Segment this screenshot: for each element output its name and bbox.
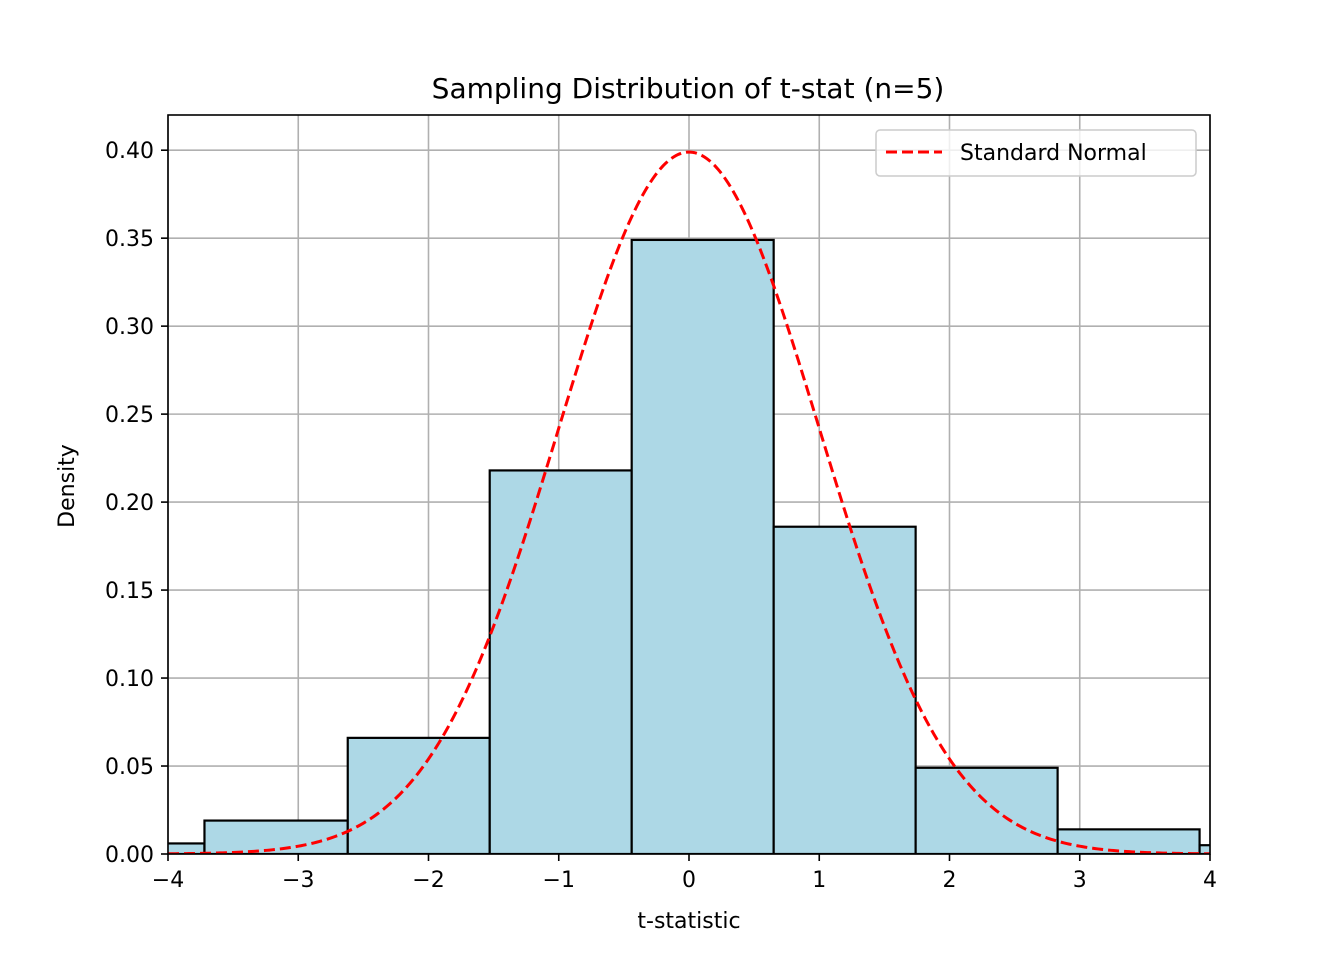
y-tick-label-4: 0.20	[105, 491, 154, 516]
y-tick-label-2: 0.10	[105, 667, 154, 692]
histogram-bars	[168, 238, 1210, 854]
x-tick-label-1: −3	[282, 868, 314, 893]
histogram-bar-8	[1198, 844, 1210, 854]
series-line-standard-normal	[168, 150, 1210, 854]
y-tick-label-5: 0.25	[105, 403, 154, 428]
x-tick-label-8: 4	[1203, 868, 1217, 893]
legend-box	[875, 129, 1197, 177]
x-tick-label-3: −1	[543, 868, 575, 893]
y-axis-label: Density	[55, 444, 80, 528]
legend: Standard Normal	[875, 129, 1197, 177]
x-tick-label-4: 0	[682, 868, 696, 893]
normal-curve	[168, 150, 1210, 854]
x-tick-label-7: 3	[1073, 868, 1087, 893]
x-axis-label: t-statistic	[637, 909, 740, 934]
y-tick-label-8: 0.40	[105, 139, 154, 164]
y-tick-label-3: 0.15	[105, 579, 154, 604]
y-tick-label-0: 0.00	[105, 843, 154, 868]
x-tick-label-6: 2	[943, 868, 957, 893]
histogram-bar-5	[772, 525, 917, 854]
x-tick-label-0: −4	[152, 868, 184, 893]
histogram-bar-2	[346, 736, 491, 854]
y-tick-label-6: 0.30	[105, 315, 154, 340]
histogram-bar-4	[630, 238, 775, 854]
legend-label-standard-normal: Standard Normal	[960, 141, 1147, 166]
x-axis-ticks: −4 −3 −2 −1 0 1 2 3 4	[152, 854, 1217, 893]
x-tick-label-5: 1	[812, 868, 826, 893]
y-tick-label-1: 0.05	[105, 755, 154, 780]
y-axis-ticks: 0.00 0.05 0.10 0.15 0.20 0.25 0.30 0.35 0.40	[105, 139, 168, 868]
histogram-bar-6	[914, 766, 1059, 854]
y-tick-label-7: 0.35	[105, 227, 154, 252]
histogram-bar-1	[203, 819, 349, 854]
chart-title: Sampling Distribution of t-stat (n=5)	[432, 72, 945, 105]
x-tick-label-2: −2	[412, 868, 444, 893]
histogram-bar-3	[488, 469, 633, 854]
